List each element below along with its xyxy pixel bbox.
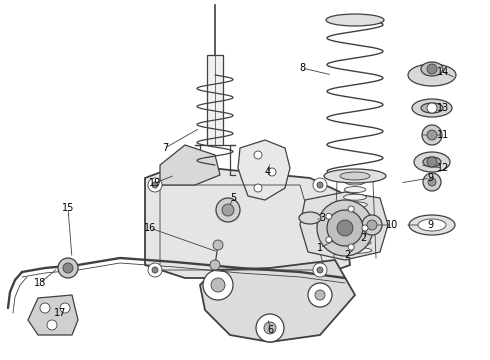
Circle shape (213, 240, 223, 250)
Polygon shape (28, 295, 78, 335)
Ellipse shape (339, 240, 371, 246)
Text: 14: 14 (437, 67, 449, 77)
Ellipse shape (345, 179, 365, 185)
Text: 1: 1 (317, 243, 323, 253)
Ellipse shape (324, 169, 386, 183)
Circle shape (317, 267, 323, 273)
Circle shape (148, 263, 162, 277)
Circle shape (348, 244, 354, 250)
Circle shape (63, 263, 73, 273)
Polygon shape (145, 165, 350, 278)
Circle shape (317, 200, 373, 256)
Circle shape (58, 258, 78, 278)
Text: 12: 12 (437, 163, 449, 173)
Ellipse shape (343, 202, 367, 208)
Text: 17: 17 (54, 308, 66, 318)
Ellipse shape (341, 217, 369, 223)
Polygon shape (200, 260, 355, 342)
Text: 5: 5 (230, 193, 236, 203)
Circle shape (268, 168, 276, 176)
Ellipse shape (299, 212, 321, 224)
Circle shape (422, 125, 442, 145)
Ellipse shape (409, 215, 455, 235)
Ellipse shape (326, 14, 384, 26)
Text: 18: 18 (34, 278, 46, 288)
FancyBboxPatch shape (207, 55, 223, 145)
Circle shape (427, 157, 437, 167)
Ellipse shape (408, 64, 456, 86)
Circle shape (427, 130, 437, 140)
Ellipse shape (340, 232, 370, 238)
Circle shape (222, 204, 234, 216)
Text: 19: 19 (149, 178, 161, 188)
Text: 16: 16 (144, 223, 156, 233)
Ellipse shape (342, 210, 368, 215)
Ellipse shape (421, 62, 443, 76)
Ellipse shape (412, 99, 452, 117)
Circle shape (362, 215, 382, 235)
Circle shape (203, 270, 233, 300)
Text: 2: 2 (360, 233, 366, 243)
Circle shape (254, 151, 262, 159)
Ellipse shape (340, 172, 370, 180)
Circle shape (423, 173, 441, 191)
Circle shape (308, 283, 332, 307)
Ellipse shape (414, 152, 450, 172)
Polygon shape (160, 145, 220, 185)
Circle shape (327, 210, 363, 246)
Circle shape (317, 182, 323, 188)
Circle shape (313, 263, 327, 277)
Text: 9: 9 (427, 173, 433, 183)
Text: 11: 11 (437, 130, 449, 140)
Circle shape (40, 303, 50, 313)
Circle shape (148, 178, 162, 192)
Text: 6: 6 (267, 325, 273, 335)
Ellipse shape (344, 186, 366, 193)
Text: 10: 10 (386, 220, 398, 230)
Text: 13: 13 (437, 103, 449, 113)
Circle shape (210, 260, 220, 270)
Circle shape (152, 267, 158, 273)
Circle shape (211, 278, 225, 292)
Text: 4: 4 (265, 167, 271, 177)
Circle shape (367, 220, 377, 230)
Circle shape (254, 184, 262, 192)
Circle shape (313, 178, 327, 192)
Ellipse shape (338, 247, 372, 253)
Text: 15: 15 (62, 203, 74, 213)
Circle shape (348, 206, 354, 212)
Text: 2: 2 (344, 250, 350, 260)
Text: 3: 3 (319, 213, 325, 223)
Ellipse shape (343, 194, 367, 200)
Circle shape (256, 314, 284, 342)
Circle shape (428, 178, 436, 186)
Circle shape (326, 213, 332, 219)
Polygon shape (238, 140, 290, 200)
Circle shape (315, 290, 325, 300)
Circle shape (337, 220, 353, 236)
Circle shape (216, 198, 240, 222)
Polygon shape (300, 192, 388, 260)
Text: 8: 8 (299, 63, 305, 73)
Circle shape (427, 103, 437, 113)
Circle shape (326, 237, 332, 243)
Circle shape (152, 182, 158, 188)
Circle shape (47, 320, 57, 330)
Ellipse shape (341, 225, 369, 231)
Circle shape (60, 303, 70, 313)
Ellipse shape (423, 157, 441, 167)
Circle shape (264, 322, 276, 334)
Text: 9: 9 (427, 220, 433, 230)
Ellipse shape (418, 219, 446, 231)
Ellipse shape (421, 103, 443, 113)
Circle shape (362, 225, 368, 231)
Circle shape (427, 64, 437, 74)
Text: 7: 7 (162, 143, 168, 153)
